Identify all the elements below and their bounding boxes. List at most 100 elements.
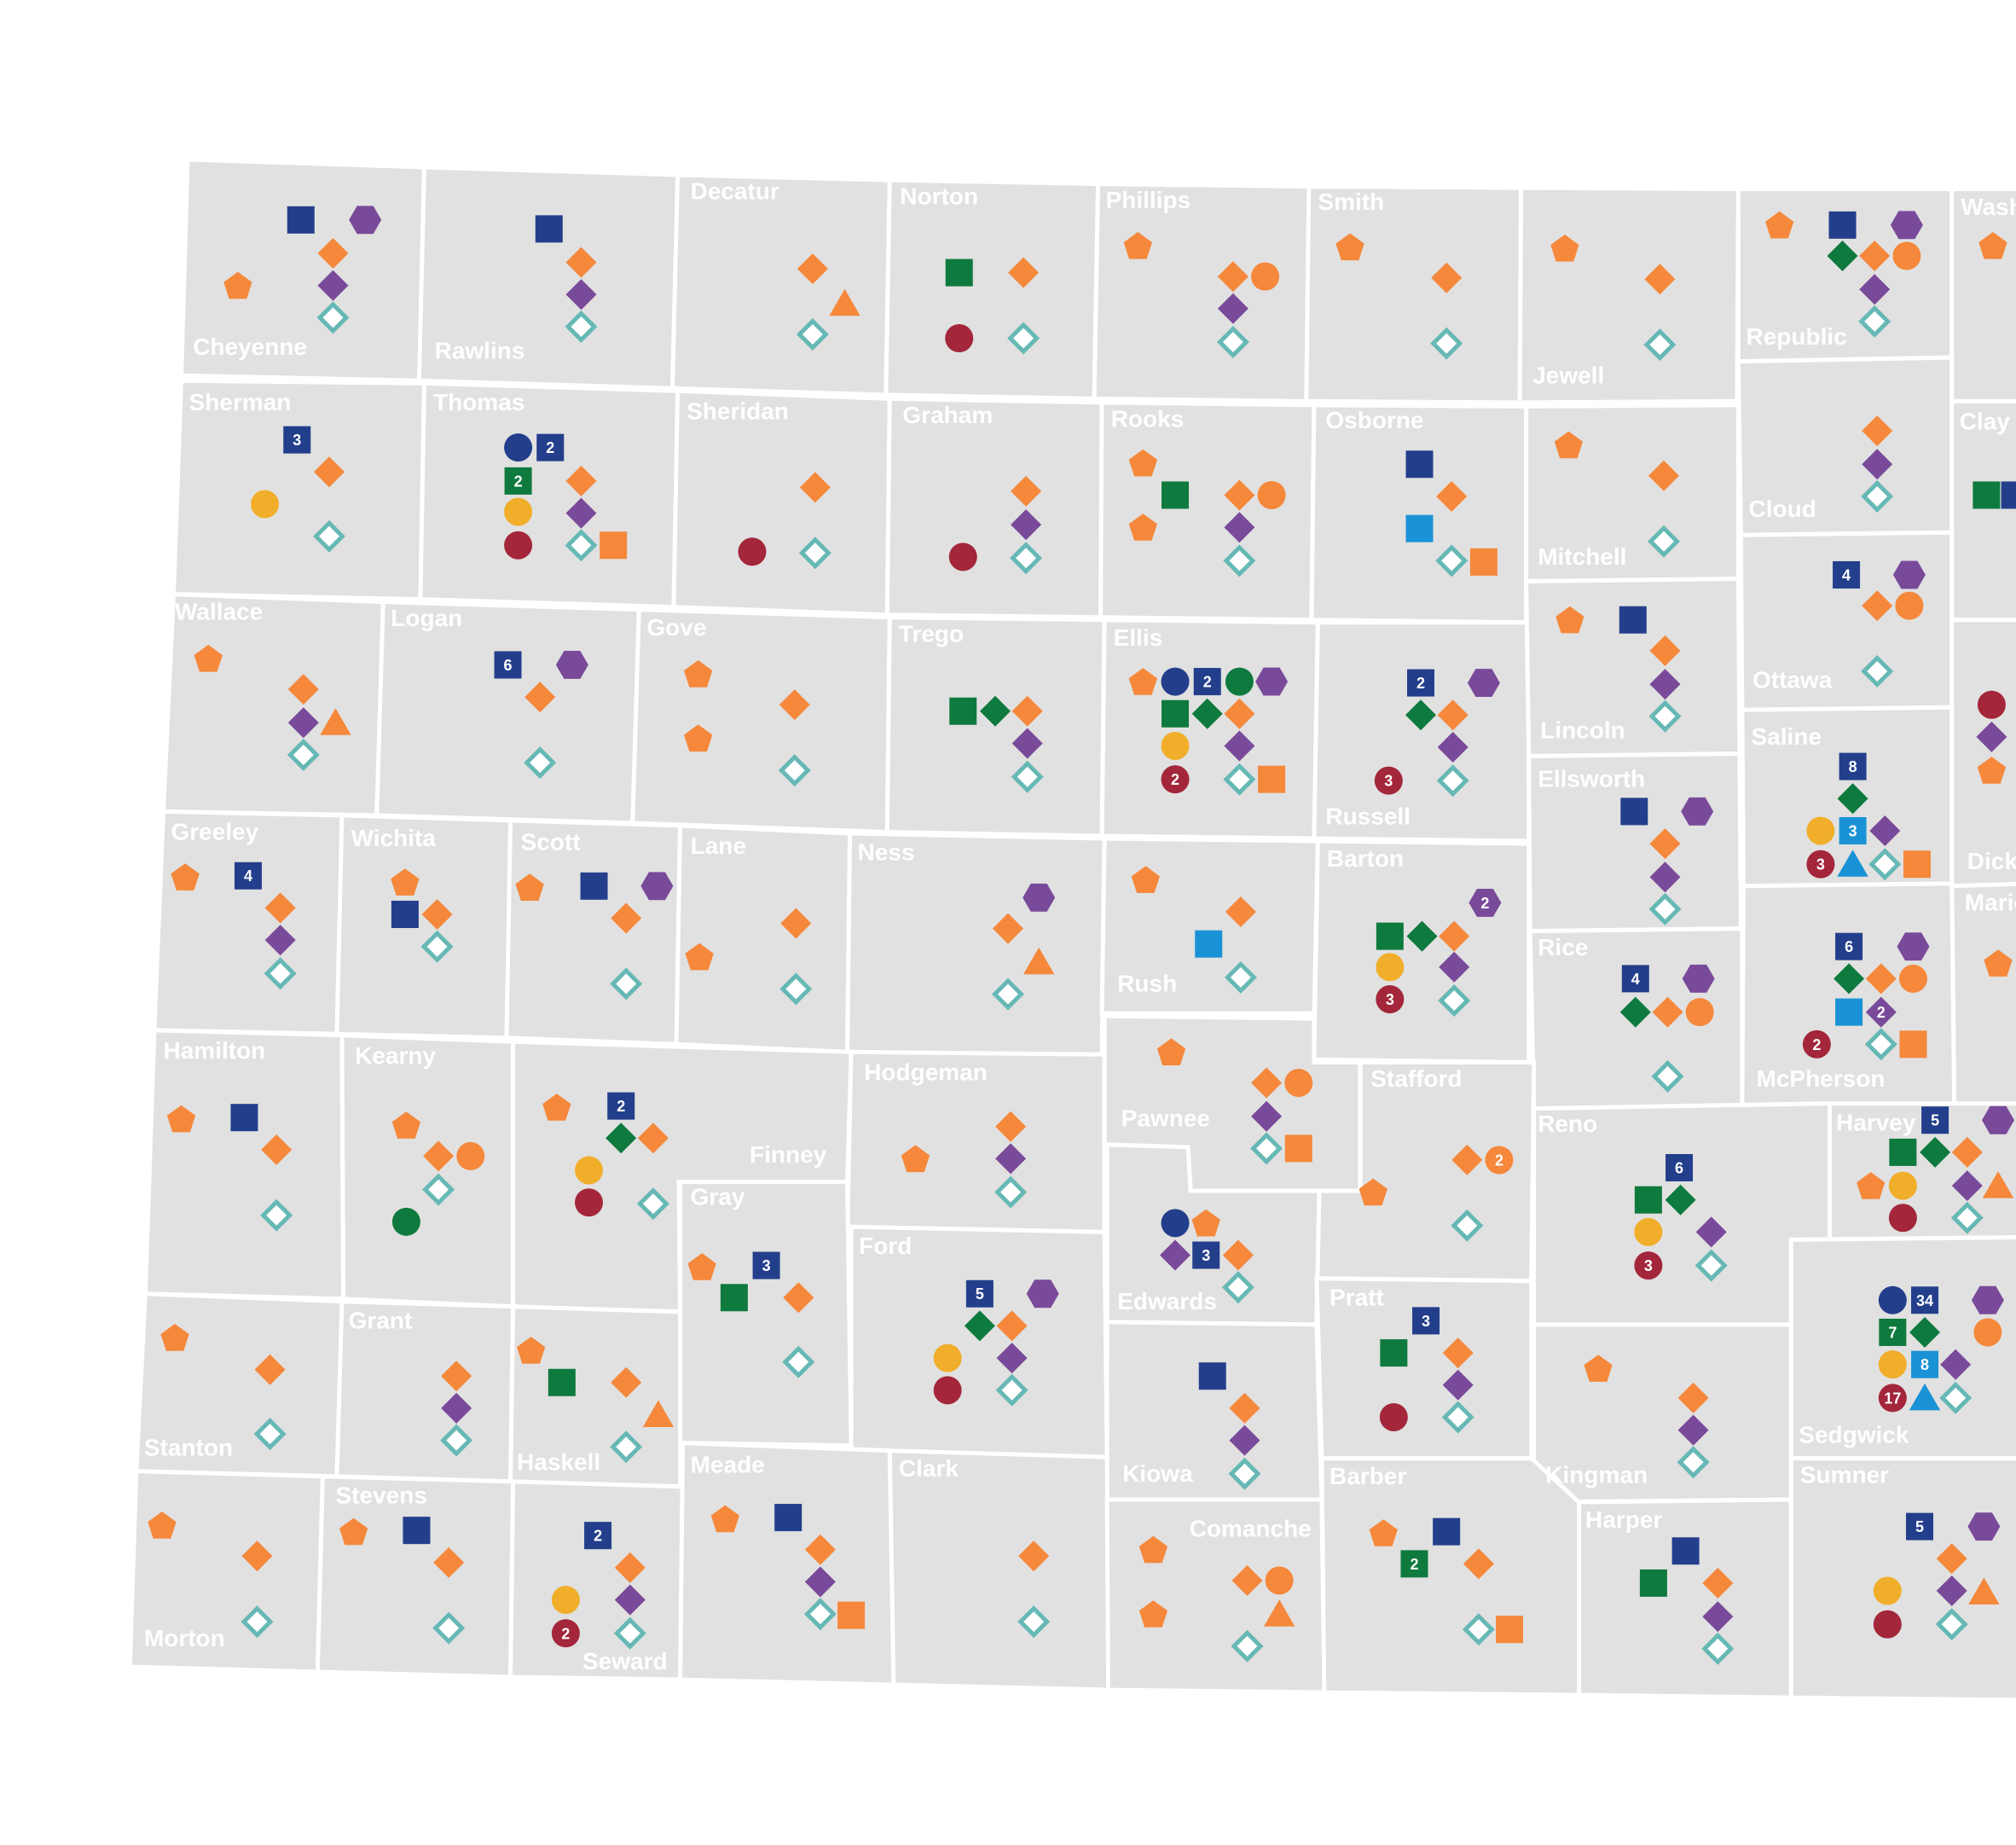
marker-orange-diamond	[1862, 415, 1893, 447]
marker-count-label: 4	[244, 867, 252, 885]
marker-navy-square	[230, 1104, 258, 1132]
marker-orange-pentagon	[223, 271, 252, 299]
county-rooks	[1098, 400, 1317, 623]
marker-count-label: 34	[1916, 1292, 1933, 1309]
county-label-hamilton: Hamilton	[164, 1037, 266, 1064]
county-label-rawlins: Rawlins	[435, 338, 525, 364]
county-label-gove: Gove	[646, 614, 706, 641]
county-layer	[127, 157, 2016, 1703]
marker-purple-diamond	[996, 1343, 1028, 1374]
marker-teal-diamond: 4	[1858, 305, 1891, 338]
marker-teal-diamond: 4	[1221, 1271, 1254, 1304]
marker-orange-diamond	[1224, 479, 1255, 511]
marker-count-label: 5	[976, 1285, 984, 1303]
marker-count-label: 17	[1884, 1390, 1901, 1407]
marker-purple-diamond	[1011, 509, 1042, 541]
marker-green-diamond	[1405, 699, 1436, 731]
county-label-sumner: Sumner	[1800, 1461, 1889, 1488]
marker-green-square	[1634, 1186, 1662, 1214]
marker-purple-diamond	[1859, 274, 1891, 305]
marker-navy-square: 2	[1193, 668, 1221, 696]
marker-green-diamond	[1920, 1136, 1951, 1168]
marker-red-circle	[575, 1188, 604, 1217]
county-label-lane: Lane	[691, 833, 746, 859]
marker-teal-diamond: 4	[778, 754, 811, 787]
county-label-hodgeman: Hodgeman	[864, 1059, 988, 1086]
county-label-lincoln: Lincoln	[1540, 717, 1625, 743]
county-label-cheyenne: Cheyenne	[193, 334, 307, 360]
marker-navy-square: 8	[1839, 752, 1867, 780]
marker-count-label: 5	[1713, 1640, 1722, 1657]
county-label-rice: Rice	[1538, 934, 1588, 960]
marker-orange-pentagon	[1550, 235, 1579, 262]
marker-purple-diamond	[317, 270, 349, 301]
marker-count-label: 6	[504, 657, 513, 674]
marker-orange-pentagon	[1984, 949, 2013, 977]
marker-teal-diamond: 5	[440, 1424, 473, 1457]
marker-orange-triangle	[320, 708, 351, 735]
marker-orange-diamond	[524, 682, 556, 713]
marker-green-square	[720, 1284, 748, 1312]
marker-navy-square: 2	[607, 1092, 635, 1120]
marker-gold-circle	[1888, 1171, 1917, 1200]
marker-navy-square	[403, 1517, 431, 1545]
marker-green-diamond	[1619, 996, 1651, 1028]
marker-teal-diamond: 4	[1007, 322, 1040, 355]
marker-orange-pentagon	[391, 1111, 421, 1139]
marker-count-label: 4	[1235, 552, 1243, 569]
marker-teal-diamond: 4	[313, 519, 345, 553]
marker-teal-diamond: 5	[636, 1187, 669, 1221]
marker-teal-diamond: 4	[1231, 1629, 1264, 1662]
marker-teal-diamond: 4	[1430, 327, 1463, 360]
county-label-barber: Barber	[1330, 1463, 1406, 1489]
marker-navy-square: 2	[1407, 669, 1435, 697]
marker-orange-triangle	[1264, 1599, 1295, 1627]
marker-green-square	[547, 1368, 576, 1396]
county-label-sherman: Sherman	[189, 389, 292, 415]
marker-teal-diamond: 4	[782, 1345, 815, 1378]
marker-navy-square: 6	[1666, 1153, 1694, 1181]
county-hamilton	[142, 1028, 346, 1302]
marker-teal-diamond: 4	[1224, 960, 1257, 994]
marker-count-label: 4	[325, 528, 333, 545]
marker-blue-square	[1405, 514, 1434, 542]
marker-orange-square	[1903, 850, 1931, 879]
marker-count-label: 4	[1631, 971, 1640, 988]
marker-orange-diamond	[1677, 1382, 1709, 1413]
marker-count-label: 4	[1877, 1036, 1886, 1053]
marker-orange-pentagon	[1335, 233, 1364, 261]
marker-blue-square: 8	[1911, 1350, 1939, 1378]
marker-count-label: 4	[1235, 771, 1243, 788]
marker-orange-circle	[1973, 1318, 2002, 1347]
marker-orange-pentagon	[1128, 449, 1157, 477]
marker-orange-pentagon	[517, 1337, 546, 1364]
marker-green-diamond	[1665, 1184, 1696, 1215]
marker-teal-diamond: 4	[796, 318, 829, 351]
marker-navy-circle	[1878, 1285, 1907, 1314]
county-graham	[884, 396, 1104, 620]
marker-purple-hexagon	[349, 206, 382, 235]
marker-count-label: 4	[1449, 772, 1457, 789]
county-label-marion: Marion	[1965, 890, 2016, 916]
marker-count-label: 3	[1386, 991, 1394, 1008]
marker-navy-square: 6	[1835, 932, 1863, 960]
marker-red-circle: 3	[1374, 766, 1403, 795]
marker-gold-circle	[251, 490, 280, 519]
marker-green-square: 2	[504, 467, 532, 495]
county-label-republic: Republic	[1747, 323, 1847, 350]
marker-count-label: 5	[1655, 336, 1664, 353]
marker-navy-square	[2001, 481, 2016, 509]
county-label-wichita: Wichita	[351, 825, 437, 851]
marker-red-circle	[1873, 1610, 1902, 1639]
marker-orange-pentagon	[1128, 513, 1157, 541]
marker-count-label: 4	[808, 326, 817, 343]
marker-count-label: 4	[811, 544, 820, 561]
marker-orange-diamond	[1217, 261, 1248, 293]
county-label-dickinson: Dickinson	[1967, 848, 2016, 874]
marker-orange-diamond	[441, 1361, 472, 1392]
marker-teal-diamond: 5	[1643, 328, 1677, 362]
marker-green-diamond	[1834, 963, 1865, 995]
marker-orange-circle: 2	[1485, 1146, 1514, 1175]
marker-teal-diamond: 4	[1011, 760, 1044, 793]
marker-count-label: 5	[1229, 334, 1237, 351]
